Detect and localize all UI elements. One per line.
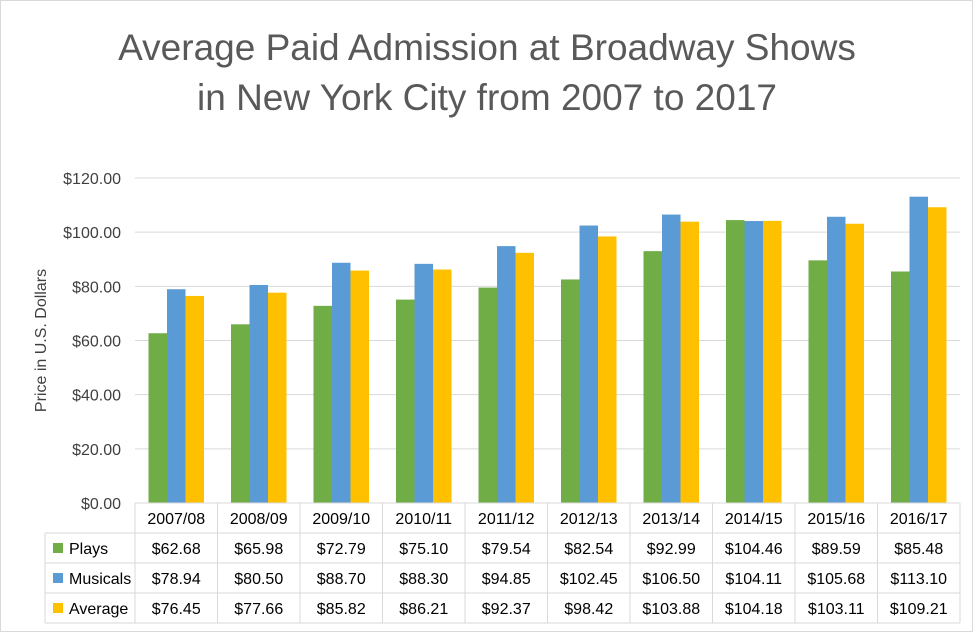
bar-plays-4 — [478, 287, 497, 503]
bar-musicals-4 — [497, 246, 516, 504]
bar-plays-2 — [313, 305, 332, 503]
data-label: $62.68 — [152, 541, 201, 558]
x-tick-label: 2010/11 — [395, 511, 452, 528]
y-tick-label: $120.00 — [63, 171, 121, 188]
data-label: $105.68 — [807, 571, 865, 588]
bar-musicals-3 — [414, 263, 433, 503]
data-label: $98.42 — [564, 601, 613, 618]
bar-average-9 — [928, 207, 947, 504]
y-tick-label: $0.00 — [81, 496, 121, 513]
legend-label-musicals: Musicals — [69, 571, 131, 588]
chart-title-line-2: in New York City from 2007 to 2017 — [197, 77, 777, 118]
y-tick-label: $80.00 — [72, 279, 121, 296]
y-tick-label: $40.00 — [72, 388, 121, 405]
data-label: $85.48 — [894, 541, 943, 558]
bar-plays-6 — [643, 251, 662, 503]
x-tick-label: 2011/12 — [478, 511, 535, 528]
y-tick-label: $100.00 — [63, 225, 121, 242]
data-label: $92.37 — [482, 601, 531, 618]
bar-average-4 — [515, 252, 534, 503]
data-label: $89.59 — [812, 541, 861, 558]
bar-musicals-7 — [744, 221, 763, 504]
bar-plays-9 — [891, 271, 910, 503]
y-tick-label: $60.00 — [72, 334, 121, 351]
data-label: $80.50 — [234, 571, 283, 588]
bar-average-5 — [598, 236, 617, 503]
y-tick-label: $20.00 — [72, 442, 121, 459]
data-label: $86.21 — [399, 601, 448, 618]
data-label: $76.45 — [152, 601, 201, 618]
data-table: 2007/08 2008/09 2009/10 2010/11 2011/12 2012/… — [44, 502, 961, 624]
bar-average-3 — [433, 269, 452, 503]
bars — [148, 196, 947, 504]
data-label: $79.54 — [482, 541, 531, 558]
data-label: $85.82 — [317, 601, 366, 618]
x-tick-label: 2009/10 — [312, 511, 370, 528]
data-label: $88.30 — [399, 571, 448, 588]
data-label: $77.66 — [234, 601, 283, 618]
x-tick-label: 2014/15 — [725, 511, 783, 528]
bar-musicals-0 — [167, 289, 186, 503]
bar-plays-5 — [561, 279, 580, 503]
y-axis-title: Price in U.S. Dollars — [33, 269, 50, 412]
data-label: $113.10 — [890, 571, 947, 588]
y-axis: $0.00 $20.00 $40.00 $60.00 $80.00 $100.00 $120… — [33, 171, 121, 513]
data-label: $78.94 — [152, 571, 201, 588]
data-label: $102.45 — [560, 571, 618, 588]
bar-musicals-1 — [249, 284, 268, 503]
data-label: $65.98 — [234, 541, 283, 558]
data-label: $109.21 — [890, 601, 948, 618]
chart-title-line-1: Average Paid Admission at Broadway Shows — [118, 27, 856, 68]
data-label: $94.85 — [482, 571, 531, 588]
x-tick-label: 2013/14 — [642, 511, 700, 528]
bar-average-2 — [350, 270, 369, 503]
data-label: $72.79 — [317, 541, 366, 558]
data-label: $104.18 — [725, 601, 783, 618]
legend-key-musicals — [53, 573, 63, 583]
bar-plays-8 — [808, 260, 827, 503]
bar-musicals-6 — [662, 214, 681, 503]
data-label: $82.54 — [564, 541, 613, 558]
data-label: $88.70 — [317, 571, 366, 588]
legend-label-average: Average — [69, 601, 128, 618]
x-tick-label: 2016/17 — [890, 511, 948, 528]
x-tick-label: 2008/09 — [230, 511, 288, 528]
x-tick-label: 2015/16 — [807, 511, 865, 528]
bar-musicals-5 — [579, 225, 598, 503]
bar-musicals-2 — [332, 262, 351, 503]
bar-musicals-8 — [827, 216, 846, 504]
bar-plays-3 — [396, 299, 415, 503]
bar-average-8 — [845, 223, 864, 503]
data-label: $103.11 — [808, 601, 865, 618]
bar-average-6 — [680, 221, 699, 504]
legend-key-plays — [53, 543, 63, 553]
legend-key-average — [53, 603, 63, 613]
bar-average-0 — [185, 295, 204, 503]
bar-plays-1 — [231, 324, 250, 503]
data-label: $104.11 — [725, 571, 782, 588]
data-label: $92.99 — [647, 541, 696, 558]
bar-average-1 — [268, 292, 287, 503]
bar-average-7 — [763, 220, 782, 504]
data-label: $104.46 — [725, 541, 783, 558]
bar-musicals-9 — [909, 196, 928, 503]
data-label: $75.10 — [399, 541, 448, 558]
bar-plays-7 — [726, 220, 745, 503]
x-tick-label: 2012/13 — [560, 511, 618, 528]
data-label: $103.88 — [642, 601, 700, 618]
legend-label-plays: Plays — [69, 541, 108, 558]
x-tick-label: 2007/08 — [147, 511, 205, 528]
data-label: $106.50 — [642, 571, 700, 588]
bar-plays-0 — [148, 333, 167, 503]
